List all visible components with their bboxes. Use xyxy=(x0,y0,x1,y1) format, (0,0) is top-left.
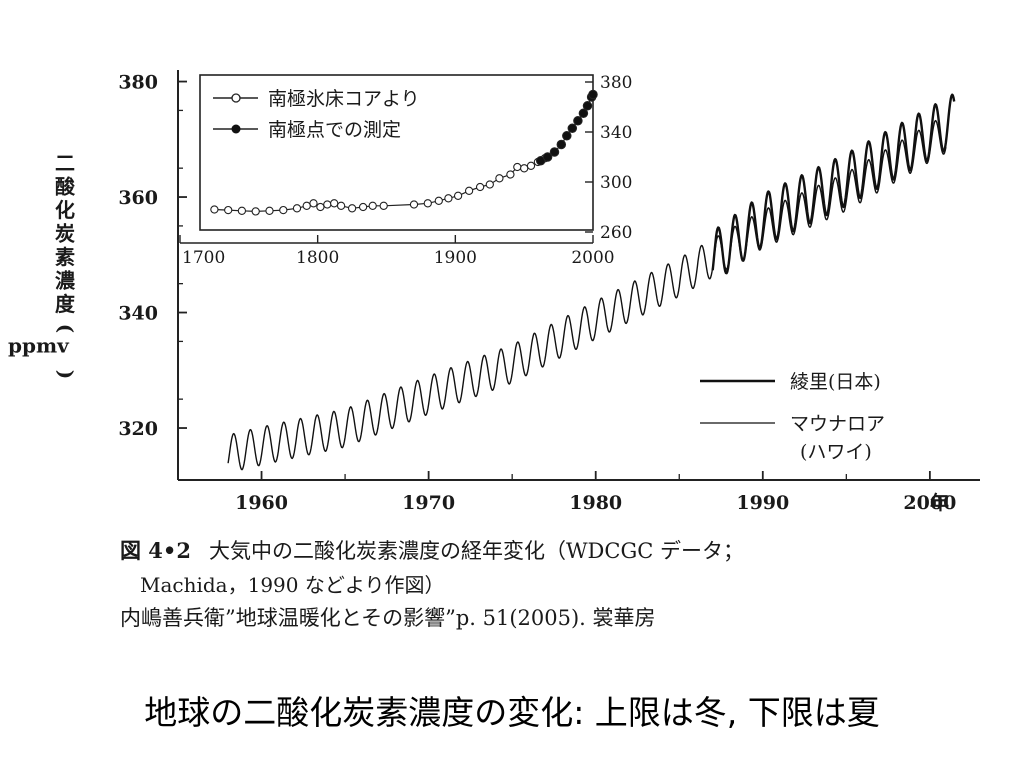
inset-point-icecore xyxy=(526,161,536,170)
y-axis-label-char: 素 xyxy=(55,245,75,269)
y-axis-unit-text: ppmv xyxy=(8,334,70,358)
inset-y-axis: 260 300 340 380 xyxy=(585,73,632,243)
inset-point-icecore xyxy=(453,191,463,200)
inset-point-icecore xyxy=(279,205,288,215)
y-axis-label-char: 度 xyxy=(55,292,76,316)
inset-chart: 1700 1800 1900 2000 260 300 340 380 南極氷床コアより 南… xyxy=(179,73,632,268)
figure-source-citation: 内嶋善兵衛”地球温暖化とその影響”p. 51(2005). 裳華房 xyxy=(120,606,656,630)
inset-y-tick-label: 380 xyxy=(600,73,632,93)
inset-point-southpole xyxy=(556,139,567,150)
inset-point-icecore xyxy=(464,186,474,195)
y-axis-label-char: 濃 xyxy=(55,269,76,293)
inset-point-icecore xyxy=(506,170,515,179)
inset-legend-open-marker xyxy=(231,93,241,103)
inset-point-icecore xyxy=(292,204,302,213)
x-axis-unit-label: 年 xyxy=(930,491,949,514)
inset-point-icecore xyxy=(330,199,339,208)
main-y-tick-label: 320 xyxy=(118,418,158,440)
inset-point-icecore xyxy=(316,202,325,212)
inset-point-southpole xyxy=(588,89,598,100)
inset-point-icecore xyxy=(485,180,494,189)
inset-point-icecore xyxy=(302,201,311,210)
inset-point-southpole xyxy=(542,152,553,162)
inset-legend: 南極氷床コアより 南極点での測定 xyxy=(213,88,420,141)
inset-legend-filled-marker xyxy=(231,124,241,134)
inset-point-icecore xyxy=(358,202,368,212)
inset-frame xyxy=(199,74,594,231)
slide-title: 地球の二酸化炭素濃度の変化: 上限は冬, 下限は夏 xyxy=(144,693,880,732)
inset-point-icecore xyxy=(224,205,233,215)
inset-point-icecore xyxy=(495,174,504,183)
legend-label-ryori: 綾里(日本) xyxy=(790,371,881,393)
main-x-tick-label: 2000 xyxy=(903,492,956,514)
inset-point-icecore xyxy=(444,194,453,203)
y-axis-label-char: 二 xyxy=(55,151,75,175)
series-line-ryori xyxy=(711,93,956,275)
inset-point-icecore xyxy=(520,164,529,173)
inset-point-southpole xyxy=(582,101,593,111)
inset-y-tick-label: 300 xyxy=(600,173,632,193)
main-y-tick-label: 360 xyxy=(118,187,158,209)
figure-caption-line1: 図 4•2 大気中の二酸化炭素濃度の経年変化（WDCGC データ； xyxy=(120,535,744,565)
inset-x-axis: 1700 1800 1900 2000 xyxy=(179,235,615,268)
inset-point-icecore xyxy=(379,201,388,210)
series-line-maunaloa xyxy=(227,119,947,471)
figure-caption-line2: Machida，1990 などより作図） xyxy=(140,573,445,597)
y-axis-label-char: ( xyxy=(54,324,78,333)
inset-legend-label-southpole: 南極点での測定 xyxy=(268,119,401,141)
inset-point-icecore xyxy=(434,196,443,205)
inset-point-icecore xyxy=(251,207,260,216)
inset-point-icecore xyxy=(336,201,346,210)
inset-x-tick-label: 1800 xyxy=(296,248,339,268)
figure-number: 図 4•2 xyxy=(120,538,191,563)
main-x-tick-label: 1970 xyxy=(402,492,455,514)
main-x-tick-label: 1960 xyxy=(235,492,288,514)
inset-point-icecore xyxy=(368,201,377,210)
legend-label-hawaii: (ハワイ) xyxy=(800,441,872,463)
inset-point-icecore xyxy=(265,206,274,215)
inset-point-icecore xyxy=(513,162,522,172)
inset-point-icecore xyxy=(309,199,318,208)
legend-label-maunaloa: マウナロア xyxy=(790,413,885,435)
inset-legend-label-icecore: 南極氷床コアより xyxy=(268,88,420,110)
main-legend: 綾里(日本) マウナロア (ハワイ) xyxy=(700,371,885,463)
inset-point-southpole xyxy=(562,131,572,141)
inset-point-icecore xyxy=(423,199,432,208)
inset-point-southpole xyxy=(567,123,578,134)
inset-point-icecore xyxy=(237,206,247,215)
main-x-tick-label: 1990 xyxy=(736,492,789,514)
y-axis-label-char: ) xyxy=(54,370,78,379)
inset-point-southpole xyxy=(549,147,560,157)
y-axis-label-char: 酸 xyxy=(55,175,76,199)
inset-series-group xyxy=(210,89,598,216)
main-y-axis-label: 二酸化炭素濃度 (ppmv) xyxy=(8,151,78,379)
inset-y-tick-label: 340 xyxy=(600,123,632,143)
inset-point-southpole xyxy=(573,116,583,126)
inset-x-tick-label: 1700 xyxy=(182,248,225,268)
main-y-axis: 320 340 360 380 xyxy=(118,72,187,440)
inset-point-icecore xyxy=(210,205,219,214)
main-series-group xyxy=(227,93,956,471)
inset-x-tick-label: 1900 xyxy=(434,248,477,268)
inset-y-tick-label: 260 xyxy=(600,223,632,243)
inset-point-icecore xyxy=(323,200,332,209)
main-y-tick-label: 340 xyxy=(118,303,158,325)
y-axis-label-char: 炭 xyxy=(55,222,75,246)
figure-caption-text: 大気中の二酸化炭素濃度の経年変化（WDCGC データ； xyxy=(208,539,744,563)
inset-x-tick-label: 2000 xyxy=(571,248,614,268)
inset-point-southpole xyxy=(578,108,589,119)
y-axis-label-char: 化 xyxy=(55,198,75,222)
inset-point-icecore xyxy=(409,200,419,209)
main-y-tick-label: 380 xyxy=(118,72,158,94)
inset-point-icecore xyxy=(347,204,357,213)
main-x-tick-label: 1980 xyxy=(569,492,622,514)
main-x-axis: 1960 1970 1980 1990 2000 xyxy=(235,471,956,514)
inset-point-icecore xyxy=(475,182,485,192)
